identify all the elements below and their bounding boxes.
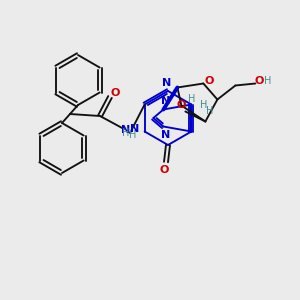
Text: H: H	[200, 100, 207, 110]
Text: O: O	[110, 88, 120, 98]
Text: O: O	[177, 100, 186, 110]
Text: N: N	[161, 130, 170, 140]
Text: N: N	[130, 124, 139, 134]
Text: N: N	[162, 78, 172, 88]
Text: O: O	[205, 76, 214, 86]
Text: H: H	[206, 106, 213, 116]
Text: O: O	[159, 165, 169, 175]
Text: N: N	[161, 97, 170, 106]
Text: H: H	[129, 130, 137, 140]
Text: H: H	[122, 128, 129, 139]
Text: N: N	[122, 125, 130, 135]
Text: H: H	[188, 94, 195, 103]
Text: H: H	[264, 76, 271, 86]
Text: O: O	[255, 76, 264, 86]
